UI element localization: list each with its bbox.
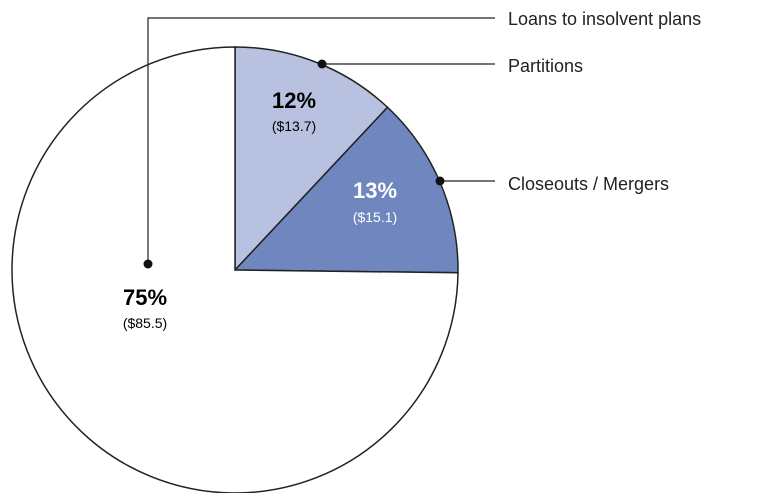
slice-label-closeouts-mergers: 13% ($15.1) [353, 178, 397, 225]
leader-dot-closeouts-mergers [435, 176, 445, 186]
percent-label-partitions: 12% [272, 88, 316, 113]
leader-dot-loans [143, 259, 153, 269]
leader-line-loans [147, 17, 495, 264]
slice-label-partitions: 12% ($13.7) [272, 88, 316, 134]
pie-slices [11, 46, 459, 493]
legend-partitions: Partitions [508, 56, 583, 76]
legend-closeouts-mergers: Closeouts / Mergers [508, 174, 669, 194]
value-label-partitions: ($13.7) [272, 118, 316, 134]
slice-label-loans: 75% ($85.5) [123, 285, 167, 331]
leader-lines [143, 17, 495, 269]
pie-slice-partitions [234, 46, 389, 272]
percent-label-loans: 75% [123, 285, 167, 310]
legend-loans-to-insolvent-plans: Loans to insolvent plans [508, 9, 701, 29]
value-label-loans: ($85.5) [123, 315, 167, 331]
pie-slice-loans-to-insolvent-plans [11, 46, 459, 493]
leader-dot-partitions [317, 59, 327, 69]
percent-label-closeouts-mergers: 13% [353, 178, 397, 203]
value-label-closeouts-mergers: ($15.1) [353, 209, 397, 225]
